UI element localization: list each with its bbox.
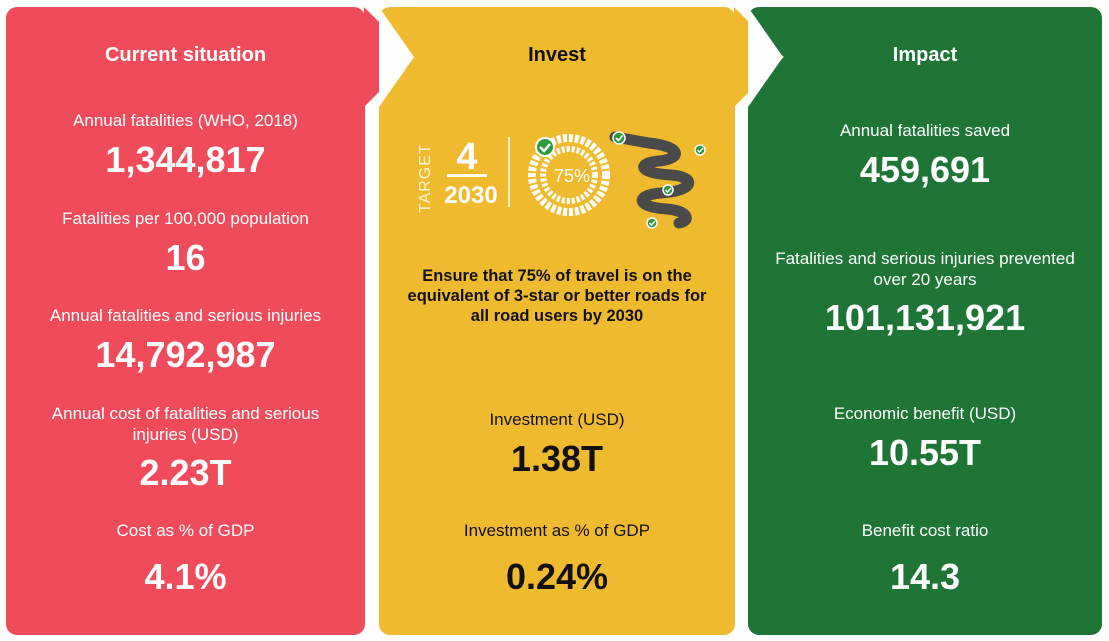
current-situation-title: Current situation — [104, 44, 267, 66]
investment-label: Investment (USD) — [489, 410, 625, 429]
invest-title: Invest — [528, 44, 586, 66]
check-icon — [662, 184, 674, 196]
fatalities-saved-value: 459,691 — [859, 149, 991, 190]
fatalities-per-100k-label: Fatalities per 100,000 population — [62, 209, 309, 228]
benefit-cost-ratio-value: 14.3 — [889, 556, 961, 597]
economic-benefit-value: 10.55T — [868, 432, 982, 473]
annual-fsi-label: Annual fatalities and serious injuries — [49, 306, 322, 325]
annual-cost-value: 2.23T — [139, 452, 232, 493]
target-4-graphic: TARGET 4 2030 75% — [409, 117, 709, 232]
annual-fatalities-label: Annual fatalities (WHO, 2018) — [73, 111, 298, 130]
check-icon — [535, 137, 555, 157]
check-icon — [694, 144, 706, 156]
investment-gdp-value: 0.24% — [505, 556, 609, 597]
cost-gdp-label: Cost as % of GDP — [116, 521, 255, 540]
check-icon — [646, 217, 658, 229]
winding-road — [609, 131, 695, 229]
investment-value: 1.38T — [510, 438, 604, 479]
fatalities-saved-label: Annual fatalities saved — [839, 121, 1011, 140]
fatalities-per-100k-value: 16 — [165, 237, 206, 278]
impact-title: Impact — [892, 44, 958, 66]
annual-cost-label: Annual cost of fatalities and serious in… — [51, 404, 320, 444]
annual-fatalities-value: 1,344,817 — [105, 139, 266, 180]
invest-panel: Invest TARGET 4 2030 75% — [379, 7, 735, 635]
current-situation-panel: Current situation Annual fatalities (WHO… — [6, 7, 365, 635]
target-year: 2030 — [444, 182, 497, 209]
target-word: TARGET — [417, 143, 434, 213]
fsi-prevented-label: Fatalities and serious injuries prevente… — [775, 249, 1075, 289]
percent-label: 75% — [554, 166, 590, 186]
economic-benefit-label: Economic benefit (USD) — [833, 404, 1017, 423]
target-number: 4 — [456, 136, 477, 178]
benefit-cost-ratio-label: Benefit cost ratio — [861, 521, 989, 540]
investment-gdp-label: Investment as % of GDP — [463, 521, 651, 540]
annual-fsi-value: 14,792,987 — [95, 334, 276, 375]
fsi-prevented-value: 101,131,921 — [824, 297, 1026, 338]
impact-panel: Impact Annual fatalities saved 459,691 F… — [748, 7, 1102, 635]
target-statement: Ensure that 75% of travel is on the equi… — [407, 267, 707, 325]
cost-gdp-value: 4.1% — [144, 556, 227, 597]
check-icon — [612, 131, 626, 145]
percent-ring — [528, 134, 610, 216]
